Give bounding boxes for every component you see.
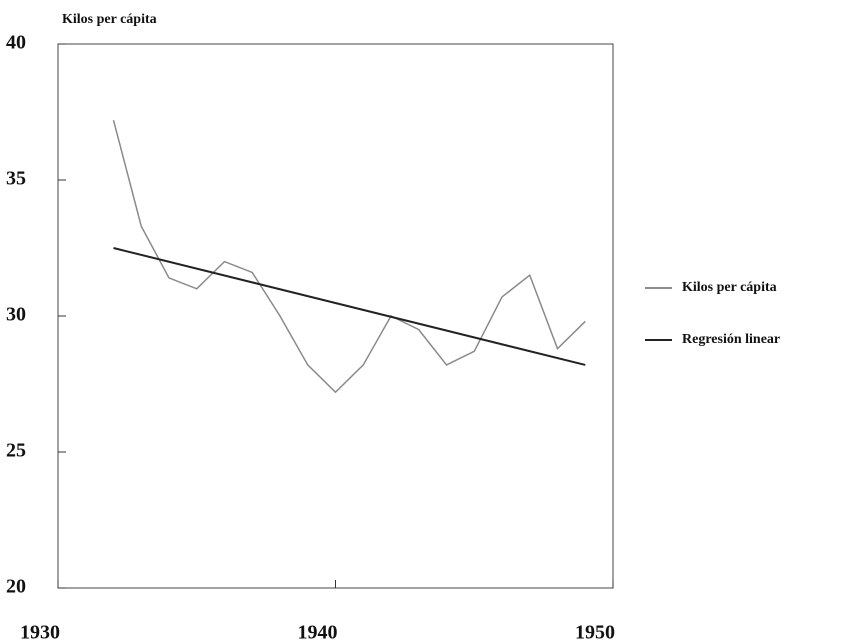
y-tick-label: 35	[6, 168, 26, 190]
legend-label: Regresión linear	[682, 332, 780, 347]
x-tick-label: 1950	[575, 622, 615, 643]
y-tick-label: 25	[6, 440, 26, 462]
y-axis-label: Kilos per cápita	[62, 12, 157, 27]
x-tick-label: 1940	[298, 622, 338, 643]
x-tick-label: 1930	[20, 622, 60, 643]
plot-frame	[57, 43, 614, 589]
y-tick-label: 40	[6, 32, 26, 54]
series-line	[113, 247, 586, 366]
y-tick-label: 30	[6, 304, 26, 326]
series-line	[112, 119, 586, 394]
legend-label: Kilos per cápita	[682, 280, 777, 295]
y-tick-label: 20	[6, 576, 26, 598]
